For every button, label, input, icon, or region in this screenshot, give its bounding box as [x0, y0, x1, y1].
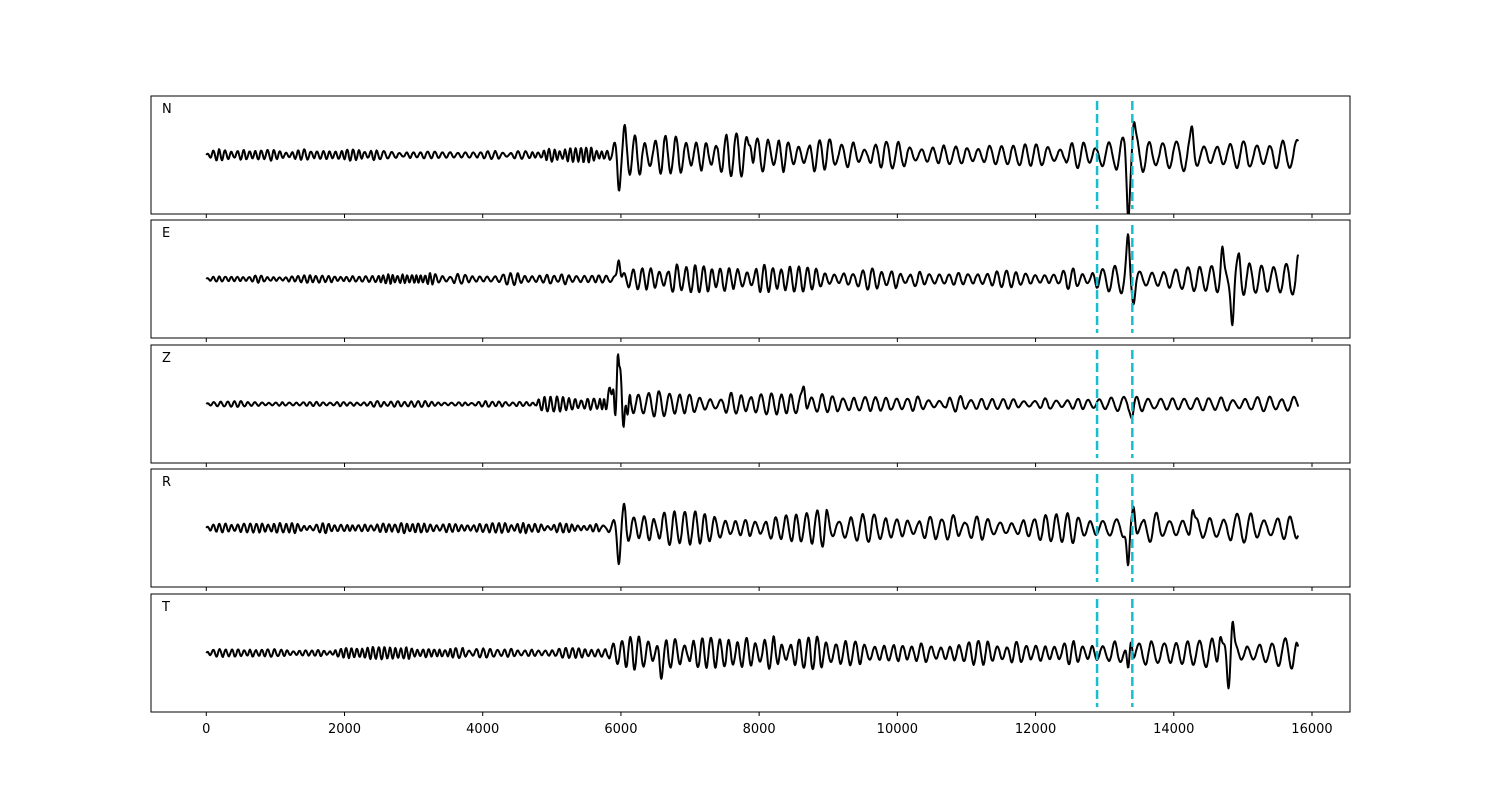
panel-n: N: [150, 95, 1351, 218]
waveform-trace-t: [205, 620, 1300, 690]
panel-r: R: [150, 468, 1351, 591]
panels-layer: N E Z R T: [150, 95, 1351, 716]
panel-frame: [150, 593, 1351, 713]
panel-label: R: [162, 475, 171, 490]
x-tick-label: 4000: [466, 722, 499, 737]
x-axis: 0 2000 4000 6000 8000 10000 12000 14000 16000: [202, 722, 1333, 737]
x-tick-label: 14000: [1153, 722, 1194, 737]
waveform-trace-z: [205, 353, 1300, 428]
panel-label: T: [161, 600, 170, 615]
panel-frame: [150, 468, 1351, 588]
x-tick-label: 16000: [1291, 722, 1332, 737]
panel-frame: [150, 219, 1351, 339]
panel-label: E: [162, 226, 170, 241]
x-tick-label: 8000: [743, 722, 776, 737]
x-tick-label: 10000: [877, 722, 918, 737]
panel-label: Z: [162, 351, 171, 366]
panel-t: T: [150, 593, 1351, 716]
x-tick-label: 2000: [328, 722, 361, 737]
x-tick-label: 6000: [604, 722, 637, 737]
x-tick-label: 0: [202, 722, 210, 737]
x-tick-label: 12000: [1015, 722, 1056, 737]
panel-e: E: [150, 219, 1351, 342]
waveform-trace-n: [205, 121, 1300, 214]
panel-frame: [150, 344, 1351, 464]
panel-z: Z: [150, 344, 1351, 467]
panel-label: N: [162, 102, 172, 117]
waveform-trace-r: [205, 502, 1300, 567]
waveform-trace-e: [205, 233, 1300, 327]
panel-frame: [150, 95, 1351, 215]
